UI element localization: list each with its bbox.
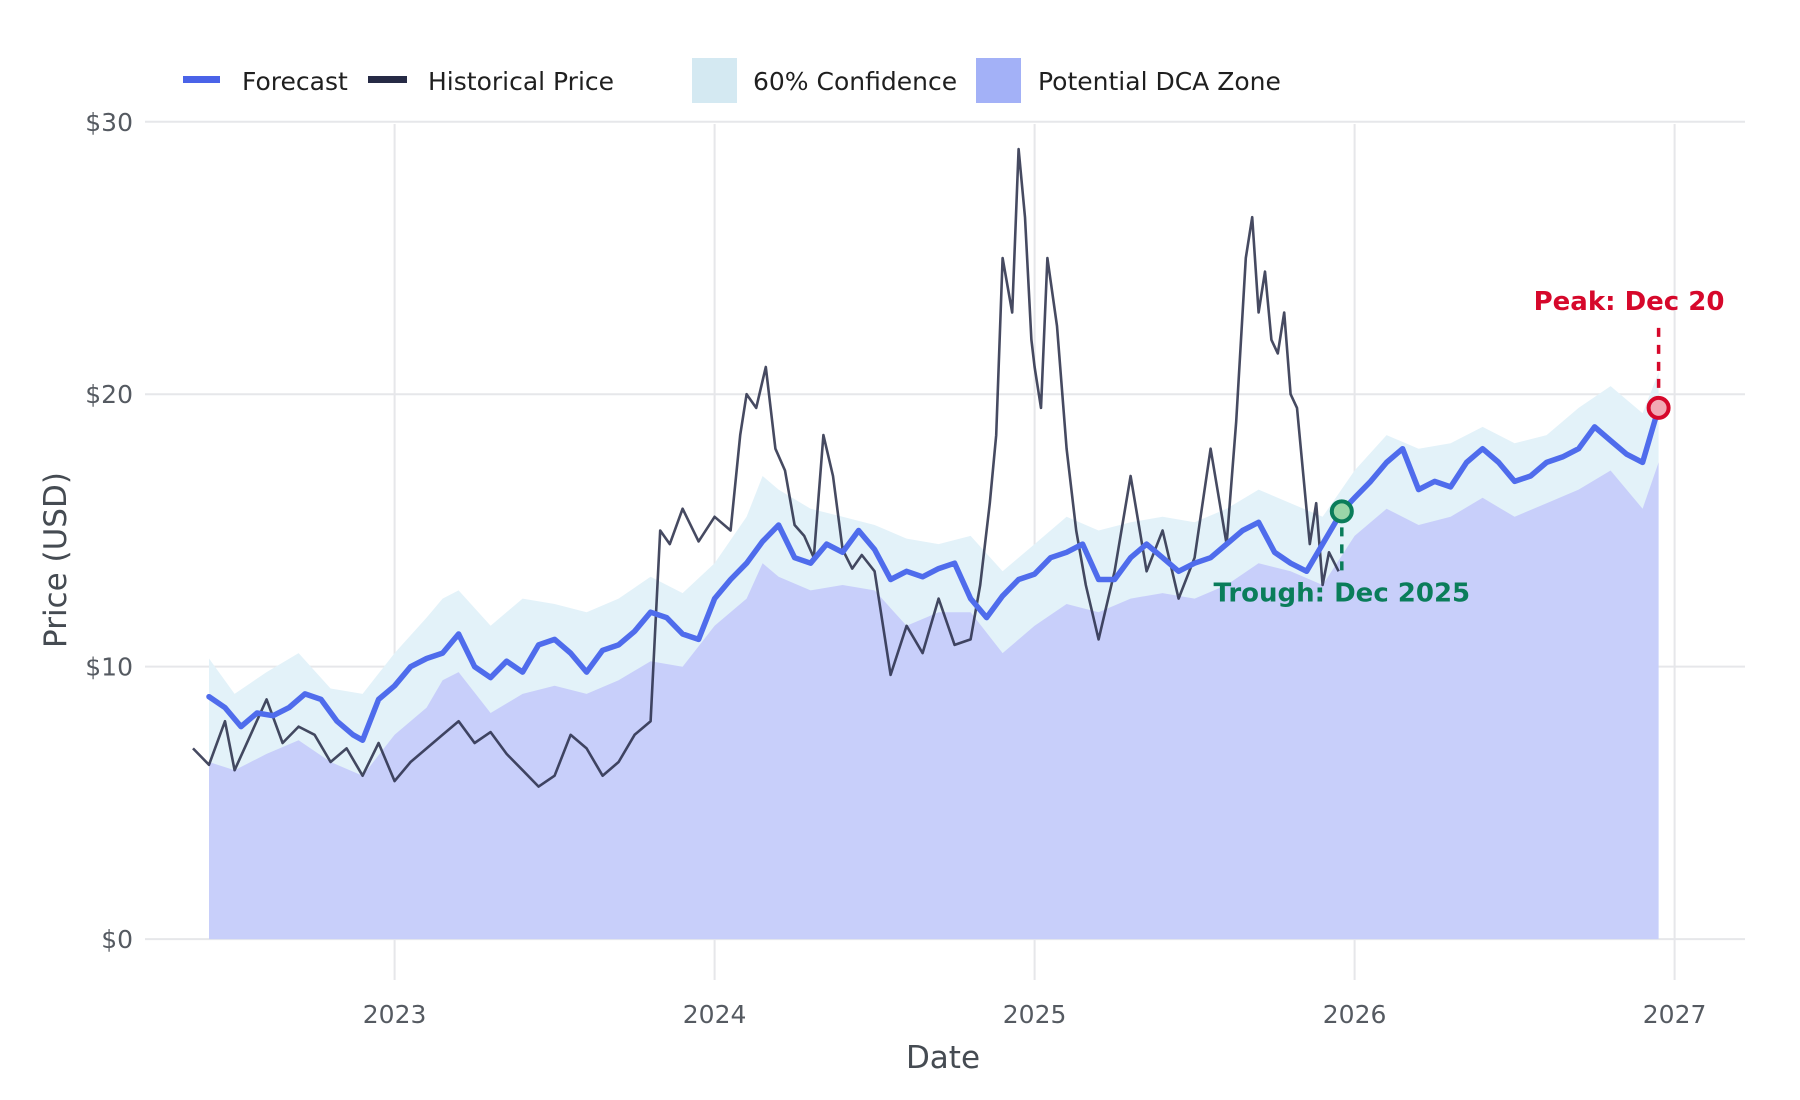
legend-swatch-dca-zone (976, 58, 1021, 103)
dca-zone-area (209, 462, 1659, 940)
y-tick-label: $20 (85, 380, 133, 409)
y-tick-label: $10 (85, 653, 133, 682)
x-tick-label: 2025 (1003, 1000, 1067, 1029)
x-tick-label: 2024 (683, 1000, 747, 1029)
y-tick-label: $30 (85, 108, 133, 137)
y-axis-ticks: $0 $10 $20 $30 (85, 108, 133, 954)
trough-marker (1329, 499, 1354, 524)
legend-label-confidence: 60% Confidence (753, 67, 957, 96)
x-tick-label: 2027 (1643, 1000, 1707, 1029)
x-axis-title: Date (906, 1040, 980, 1076)
legend-swatch-forecast (183, 76, 220, 83)
legend-label-historical: Historical Price (428, 67, 614, 96)
peak-marker (1646, 395, 1671, 420)
legend-label-forecast: Forecast (242, 67, 348, 96)
legend-swatch-historical (368, 76, 407, 83)
x-tick-label: 2026 (1323, 1000, 1387, 1029)
legend-label-dca-zone: Potential DCA Zone (1038, 67, 1281, 96)
y-tick-label: $0 (101, 925, 133, 954)
peak-annotation-label: Peak: Dec 20 (1534, 287, 1725, 317)
trough-annotation-label: Trough: Dec 2025 (1213, 578, 1470, 608)
annotations: Peak: Dec 20 Trough: Dec 2025 (1213, 287, 1724, 609)
legend-swatch-confidence (692, 58, 737, 103)
x-axis-ticks: 2023 2024 2025 2026 2027 (363, 1000, 1707, 1029)
forecast-line (206, 405, 1662, 743)
y-axis-title: Price (USD) (38, 472, 74, 648)
x-tick-label: 2023 (363, 1000, 427, 1029)
legend: Forecast Historical Price 60% Confidence… (183, 58, 1281, 103)
